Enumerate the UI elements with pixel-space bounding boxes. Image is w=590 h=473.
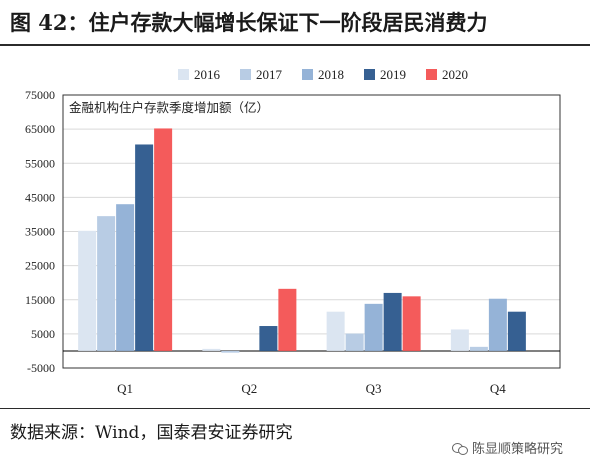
legend-label-2016: 2016 (194, 67, 221, 82)
bar-2018-Q3 (364, 303, 383, 351)
legend-label-2018: 2018 (318, 67, 344, 82)
bar-2017-Q3 (345, 333, 364, 351)
legend-label-2019: 2019 (380, 67, 406, 82)
y-tick-label: 35000 (25, 225, 55, 239)
top-divider (0, 44, 590, 46)
bar-2016-Q4 (450, 329, 469, 351)
y-tick-label: 5000 (31, 327, 55, 341)
y-tick-label: -5000 (27, 361, 55, 375)
bottom-divider (0, 408, 590, 409)
bar-2016-Q1 (78, 230, 97, 351)
chart-annotation: 金融机构住户存款季度增加额（亿） (69, 100, 269, 115)
y-tick-label: 65000 (25, 122, 55, 136)
x-tick-label: Q3 (366, 381, 382, 396)
legend-label-2017: 2017 (256, 67, 283, 82)
y-tick-label: 25000 (25, 259, 55, 273)
source-note: 数据来源：Wind，国泰君安证券研究 (10, 423, 293, 443)
bar-2017-Q1 (97, 216, 116, 351)
figure-title: 图 42：住户存款大幅增长保证下一阶段居民消费力 (10, 10, 488, 35)
watermark: 陈显顺策略研究 (452, 438, 563, 462)
bar-2020-Q2 (278, 288, 297, 351)
bar-2016-Q3 (326, 311, 345, 351)
bar-2019-Q3 (383, 292, 402, 351)
y-tick-label: 15000 (25, 293, 55, 307)
legend-swatch-2017 (240, 69, 251, 80)
wechat-icon (452, 443, 468, 455)
bar-2020-Q1 (154, 128, 173, 351)
y-tick-label: 45000 (25, 190, 55, 204)
plot-frame (62, 94, 561, 369)
bar-2020-Q3 (402, 296, 421, 351)
x-tick-label: Q2 (241, 381, 257, 396)
legend-swatch-2018 (302, 69, 313, 80)
legend-swatch-2019 (364, 69, 375, 80)
bar-2019-Q1 (135, 144, 154, 351)
legend-label-2020: 2020 (442, 67, 468, 82)
bar-2017-Q2 (221, 350, 240, 353)
bar-2018-Q1 (116, 204, 135, 351)
bar-2019-Q4 (507, 311, 526, 351)
watermark-label: 陈显顺策略研究 (472, 442, 564, 457)
bar-2017-Q4 (469, 346, 488, 351)
legend-swatch-2020 (426, 69, 437, 80)
x-tick-label: Q1 (117, 381, 133, 396)
deposit-bar-chart: -5000 5000 15000 25000 35000 45000 55000 65000 7… (25, 67, 561, 396)
bar-2019-Q2 (259, 326, 278, 351)
x-tick-label: Q4 (490, 381, 506, 396)
y-tick-label: 55000 (25, 156, 55, 170)
bar-2016-Q2 (202, 348, 221, 351)
y-tick-label: 75000 (25, 88, 55, 102)
legend-swatch-2016 (178, 69, 189, 80)
bar-2018-Q4 (488, 298, 507, 351)
